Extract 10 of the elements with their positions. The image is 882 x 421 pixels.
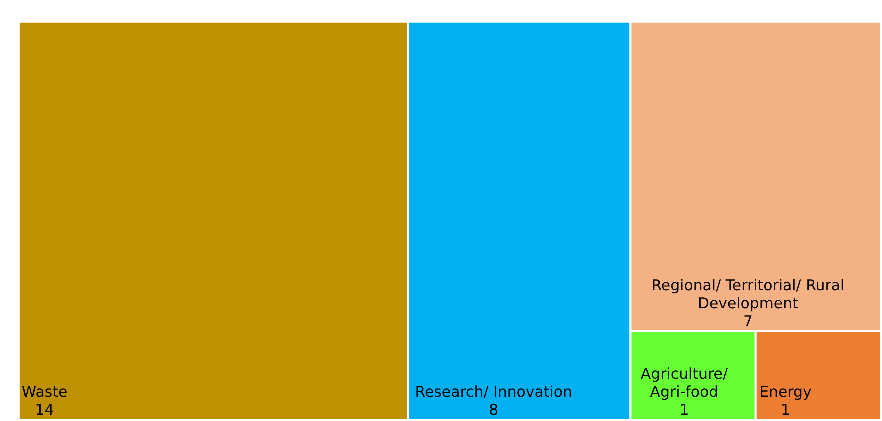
category-label: Research/ Innovation bbox=[415, 383, 572, 402]
data-label: 1 bbox=[680, 401, 690, 420]
category-label: Agriculture/ Agri-food bbox=[640, 365, 729, 402]
data-label: 7 bbox=[743, 312, 753, 331]
category-label: Waste bbox=[22, 383, 68, 402]
category-label: Energy bbox=[760, 383, 812, 402]
data-label: 14 bbox=[35, 401, 54, 420]
data-label: 1 bbox=[780, 401, 790, 420]
data-label: 8 bbox=[489, 401, 499, 420]
category-label: Regional/ Territorial/ Rural Development bbox=[652, 276, 845, 313]
